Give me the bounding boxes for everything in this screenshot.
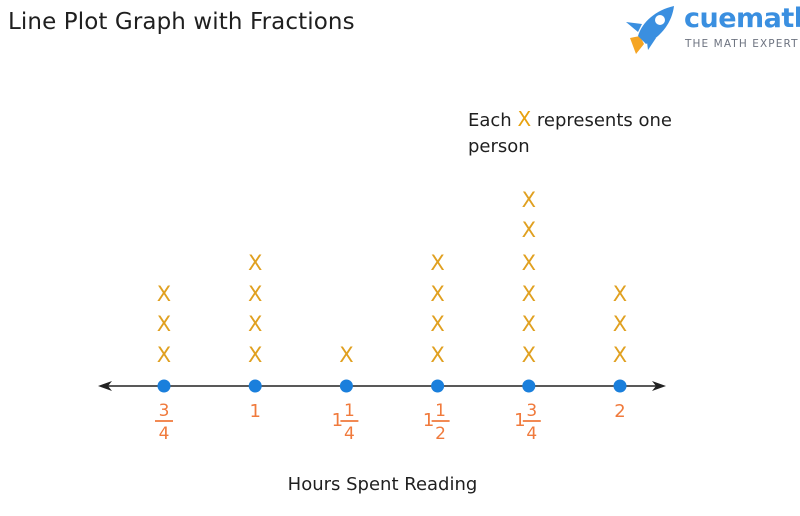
tick-dot [431,379,445,393]
logo-wordmark: cuemath [684,3,800,34]
tick-denominator: 2 [435,424,446,444]
tick-dot [613,379,627,393]
tick-label: 1 14 [332,401,359,444]
tick-dot [522,379,536,393]
tick-numerator: 1 [435,401,446,421]
tick-dot [339,379,353,393]
x-mark: X [613,282,627,306]
x-mark: X [157,343,171,367]
x-mark: X [430,343,444,367]
tick-whole: 1 [249,401,260,422]
x-mark: X [430,251,444,275]
x-mark: X [248,251,262,275]
rocket-icon [626,6,674,54]
tick-label: 1 12 [423,401,450,444]
x-mark: X [522,251,536,275]
tick-whole: 1 [423,410,434,431]
tick-denominator: 4 [344,424,355,444]
x-mark: X [430,282,444,306]
logo-tagline: THE MATH EXPERT [685,38,799,50]
tick-labels: 341 1 141 121 342 [155,401,626,444]
x-mark: X [522,218,536,242]
legend-suffix: represents one person [468,110,672,157]
x-mark: X [339,343,353,367]
x-mark: X [157,312,171,336]
cuemath-logo: cuemath THE MATH EXPERT [622,2,800,58]
x-mark: X [613,312,627,336]
x-mark: X [248,343,262,367]
x-axis-label: Hours Spent Reading [287,474,478,495]
tick-label: 34 [155,401,173,444]
tick-dot [157,379,171,393]
tick-whole: 1 [514,410,525,431]
x-mark: X [157,282,171,306]
tick-whole: 1 [332,410,343,431]
x-mark: X [430,312,444,336]
tick-whole: 2 [614,401,625,422]
x-mark: X [522,312,536,336]
x-mark: X [248,282,262,306]
right-arrow-icon [652,381,666,391]
tick-numerator: 3 [159,401,170,421]
tick-label: 1 3 4 [514,401,541,444]
legend-note: Each X represents one person [468,106,728,160]
tick-numerator: 3 [526,401,537,421]
x-mark: X [613,343,627,367]
tick-denominator: 4 [526,424,537,444]
number-line [98,379,666,393]
page-title: Line Plot Graph with Fractions [8,9,355,35]
tick-label: 1 [249,401,260,422]
legend-prefix: Each [468,110,512,131]
tick-label: 2 [614,401,625,422]
x-mark: X [522,343,536,367]
x-mark: X [522,282,536,306]
tick-denominator: 4 [159,424,170,444]
x-mark: X [248,312,262,336]
left-arrow-icon [98,381,112,391]
tick-numerator: 1 [344,401,355,421]
x-mark: X [522,188,536,212]
tick-dot [248,379,262,393]
legend-x-symbol: X [517,107,532,131]
